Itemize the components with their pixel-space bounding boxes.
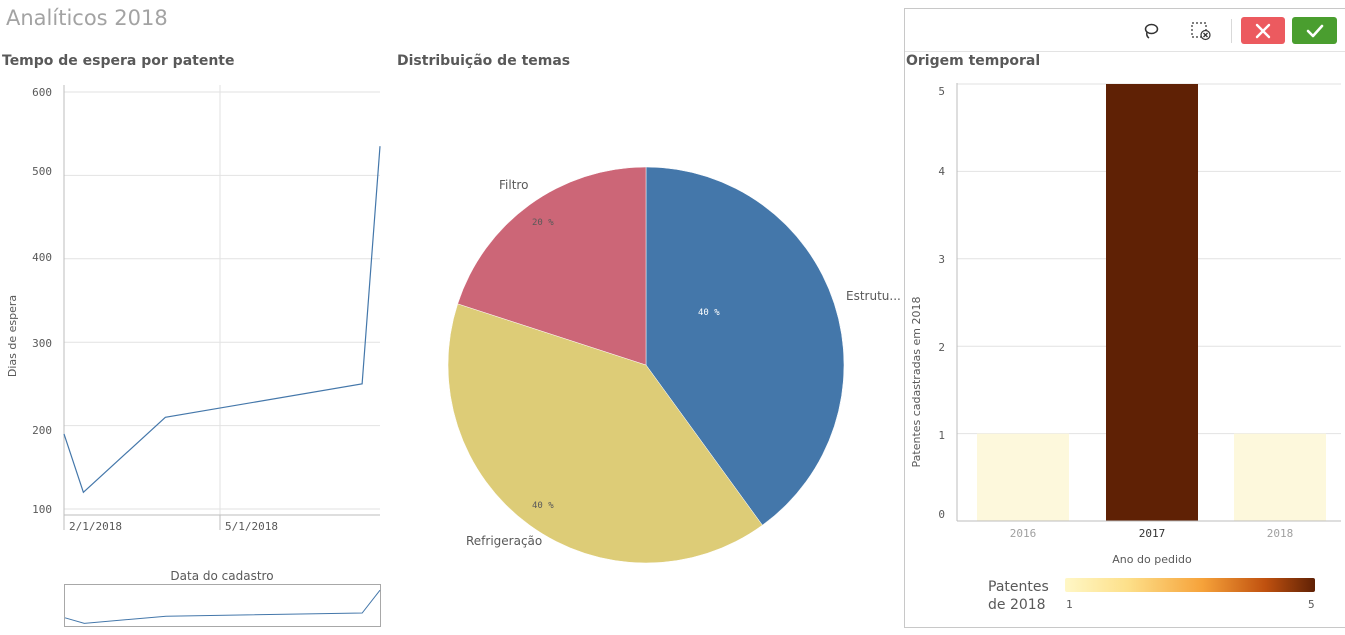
line-y-tick: 400 — [32, 251, 52, 264]
bar-panel[interactable] — [904, 8, 1345, 628]
bar-y-tick: 1 — [938, 429, 945, 442]
bar-y-axis-title: Patentes cadastradas em 2018 — [910, 297, 923, 468]
toolbar-divider — [1231, 19, 1232, 43]
lasso-icon — [1144, 23, 1159, 39]
bar-y-tick: 0 — [938, 508, 945, 521]
color-legend-min: 1 — [1066, 598, 1073, 611]
bar-x-tick[interactable]: 2017 — [1139, 527, 1166, 540]
line-chart-title: Tempo de espera por patente — [2, 53, 235, 69]
clear-selection-button[interactable] — [1187, 17, 1215, 45]
bar-chart-title: Origem temporal — [906, 53, 1041, 69]
bar[interactable] — [977, 433, 1069, 521]
pie-chart-title: Distribuição de temas — [397, 53, 571, 69]
confirm-selection-button[interactable] — [1292, 17, 1337, 44]
bar-y-tick: 3 — [938, 253, 945, 266]
minichart-path — [64, 589, 381, 624]
bar-x-tick[interactable]: 2018 — [1267, 527, 1294, 540]
line-y-tick: 100 — [32, 503, 52, 516]
pie-pct-label: 40 % — [532, 501, 554, 511]
line-y-tick: 200 — [32, 424, 52, 437]
line-chart[interactable]: 600 500 400 300 200 100 Dias de espera 2… — [0, 78, 390, 548]
line-y-ticks: 600 500 400 300 200 100 — [32, 86, 52, 516]
color-legend-title-line2: de 2018 — [988, 597, 1046, 613]
bar[interactable] — [1106, 84, 1198, 521]
bar-y-ticks: 5 4 3 2 1 0 — [938, 85, 945, 521]
checkmark-icon — [1306, 24, 1323, 37]
bar-x-axis-title: Ano do pedido — [1112, 553, 1192, 566]
pie-slice-label: Refrigeração — [466, 534, 542, 548]
pie-slice-label: Filtro — [499, 178, 528, 192]
line-x-axis-title: Data do cadastro — [170, 569, 274, 583]
bar-y-tick: 4 — [938, 165, 945, 178]
bar-y-tick: 5 — [938, 85, 945, 98]
color-legend-title: Patentes de 2018 — [988, 578, 1049, 614]
pie-chart[interactable]: 40 % 40 % 20 % Estrutu... Refrigeração F… — [390, 140, 904, 580]
bar-x-tick[interactable]: 2016 — [1010, 527, 1037, 540]
line-gridlines — [64, 85, 380, 515]
line-y-tick: 300 — [32, 337, 52, 350]
bar-chart[interactable]: Patentes cadastradas em 2018 5 4 3 2 1 0… — [905, 78, 1343, 568]
minichart-series — [64, 589, 381, 624]
clear-selection-icon — [1191, 22, 1211, 41]
bar-y-tick: 2 — [938, 341, 945, 354]
line-y-tick: 600 — [32, 86, 52, 99]
bar[interactable] — [1234, 433, 1326, 521]
pie-slice[interactable] — [645, 166, 845, 526]
pie-slice-label: Estrutu... — [846, 289, 901, 303]
color-legend-title-line1: Patentes — [988, 579, 1049, 595]
close-icon — [1255, 23, 1271, 38]
color-legend-max: 5 — [1308, 598, 1315, 611]
line-series-path — [63, 146, 381, 494]
cancel-selection-button[interactable] — [1241, 17, 1285, 44]
line-x-tick: 2/1/2018 — [69, 520, 122, 533]
minichart-frame — [64, 584, 381, 627]
lasso-select-button[interactable] — [1137, 17, 1165, 45]
bar-marks — [977, 84, 1326, 521]
line-minichart-scrollbar[interactable] — [64, 584, 382, 628]
pie-slices — [447, 166, 845, 564]
pie-slice[interactable] — [447, 303, 763, 564]
line-series — [63, 146, 381, 494]
selection-toolbar — [905, 9, 1345, 52]
line-y-axis-title: Dias de espera — [6, 295, 19, 377]
line-x-tick: 5/1/2018 — [225, 520, 278, 533]
line-y-tick: 500 — [32, 165, 52, 178]
pie-pct-label: 20 % — [532, 218, 554, 228]
color-legend-gradient — [1065, 578, 1315, 592]
pie-pct-label: 40 % — [698, 308, 720, 318]
app-title: Analíticos 2018 — [6, 6, 168, 30]
pie-slice[interactable] — [457, 166, 647, 366]
